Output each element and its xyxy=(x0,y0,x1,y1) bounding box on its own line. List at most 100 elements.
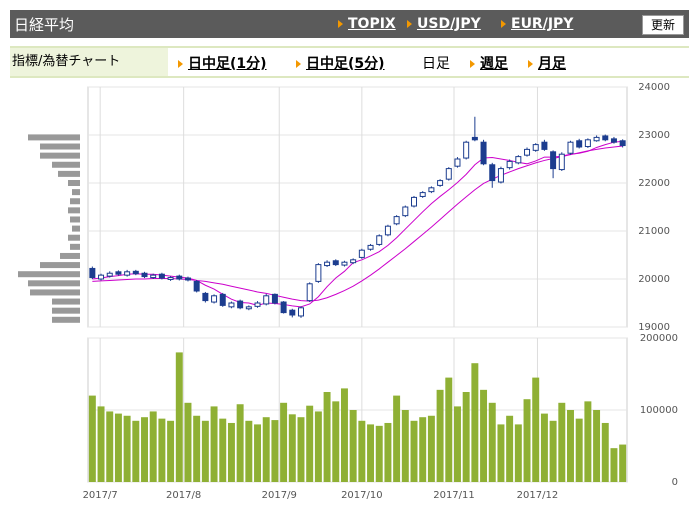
candle-body xyxy=(341,261,348,266)
volume-profile-bar xyxy=(70,243,80,250)
volume-profile-bar xyxy=(60,252,80,259)
candle-body xyxy=(176,275,183,280)
volume-bar xyxy=(97,406,105,482)
x-tick-label: 2017/8 xyxy=(166,490,201,501)
volume-bar xyxy=(558,402,566,482)
volume-bar xyxy=(488,402,496,482)
link[interactable]: EUR/JPY xyxy=(501,16,573,32)
link[interactable]: TOPIX xyxy=(338,16,396,32)
volume-bar xyxy=(88,395,96,482)
x-tick-label: 2017/9 xyxy=(262,490,297,501)
candle-body xyxy=(558,153,565,171)
candle-body xyxy=(445,168,452,180)
candle-body xyxy=(567,141,574,154)
candle-body xyxy=(358,249,365,258)
title: 日経平均 xyxy=(14,16,75,34)
candle-body xyxy=(480,141,487,165)
x-tick-label: 2017/10 xyxy=(341,490,383,501)
volume-profile-bar xyxy=(72,189,80,196)
candle-body xyxy=(211,295,218,303)
volume-bar xyxy=(506,415,514,482)
volume-profile-bar xyxy=(52,298,80,305)
tab[interactable]: 月足 xyxy=(528,53,566,73)
candle-body xyxy=(576,140,583,148)
candle-body xyxy=(306,283,313,302)
volume-bar xyxy=(575,418,583,482)
volume-bar xyxy=(593,410,601,482)
candle-body xyxy=(271,293,278,304)
volume-bar xyxy=(106,411,114,482)
volume-bar xyxy=(445,377,453,482)
volume-bar xyxy=(497,424,505,482)
candle-body xyxy=(419,192,426,197)
volume-bar xyxy=(123,415,131,482)
volume-bar xyxy=(340,388,348,482)
volume-bar xyxy=(358,420,366,482)
volume-bar xyxy=(254,424,262,482)
candle-body xyxy=(332,260,339,266)
volume-profile-bar xyxy=(40,143,80,150)
y2-tick-label: 100000 xyxy=(640,405,678,416)
x-tick-label: 2017/12 xyxy=(517,490,559,501)
refresh-button[interactable]: 更新 xyxy=(642,15,684,35)
candle-body xyxy=(437,180,444,186)
volume-bar xyxy=(219,418,227,482)
volume-bar xyxy=(323,392,331,482)
candle-body xyxy=(367,244,374,250)
tab[interactable]: 日中足(1分) xyxy=(178,53,267,73)
volume-bar xyxy=(471,363,479,482)
volume-bar xyxy=(480,389,488,482)
volume-bar xyxy=(436,389,444,482)
y2-tick-label: 200000 xyxy=(640,333,678,344)
volume-profile-bar xyxy=(30,289,80,296)
volume-bar xyxy=(523,399,531,482)
volume-profile-bar xyxy=(28,280,80,287)
volume-bar xyxy=(262,417,270,482)
candle-body xyxy=(280,301,287,314)
candle-body xyxy=(489,164,496,182)
volume-bar xyxy=(132,420,140,482)
volume-bar xyxy=(314,411,322,482)
volume-bar xyxy=(288,414,296,482)
candle-body xyxy=(550,151,557,170)
volume-bar xyxy=(584,401,592,482)
candle-body xyxy=(454,158,461,167)
candle-body xyxy=(602,135,609,141)
candle-body xyxy=(219,293,226,306)
candle-body xyxy=(289,309,296,316)
tab[interactable]: 日中足(5分) xyxy=(296,53,385,73)
nav: 指標/為替チャート 日中足(1分) 日中足(5分) 日足 週足 月足 xyxy=(10,46,689,78)
tab[interactable]: 週足 xyxy=(470,53,508,73)
volume-bar xyxy=(549,420,557,482)
candle-body xyxy=(245,306,252,310)
volume-bar xyxy=(393,395,401,482)
candle-body xyxy=(411,196,418,207)
volume-profile-bar xyxy=(58,170,80,177)
volume-bar xyxy=(280,402,288,482)
volume-bar xyxy=(410,420,418,482)
volume-bar xyxy=(540,413,548,482)
volume-bar xyxy=(193,415,201,482)
volume-bar xyxy=(567,410,574,482)
link[interactable]: USD/JPY xyxy=(407,16,481,32)
y-tick-label: 19000 xyxy=(638,322,670,333)
candle-body xyxy=(89,267,96,279)
volume-bar xyxy=(149,411,157,482)
volume-bar xyxy=(532,377,540,482)
volume-bar xyxy=(514,424,522,482)
candle-body xyxy=(393,216,400,225)
y-tick-label: 20000 xyxy=(638,274,670,285)
candle-body xyxy=(167,277,174,280)
candle-body xyxy=(524,148,531,156)
candle-body xyxy=(132,270,139,275)
volume-profile-bar xyxy=(68,234,80,241)
volume-bar xyxy=(297,417,305,482)
volume-bar xyxy=(236,404,244,482)
volume-bar xyxy=(167,420,175,482)
volume-bar xyxy=(375,425,383,482)
volume-profile-bar xyxy=(40,152,80,159)
candle-body xyxy=(124,271,131,276)
candle-body xyxy=(463,141,470,159)
